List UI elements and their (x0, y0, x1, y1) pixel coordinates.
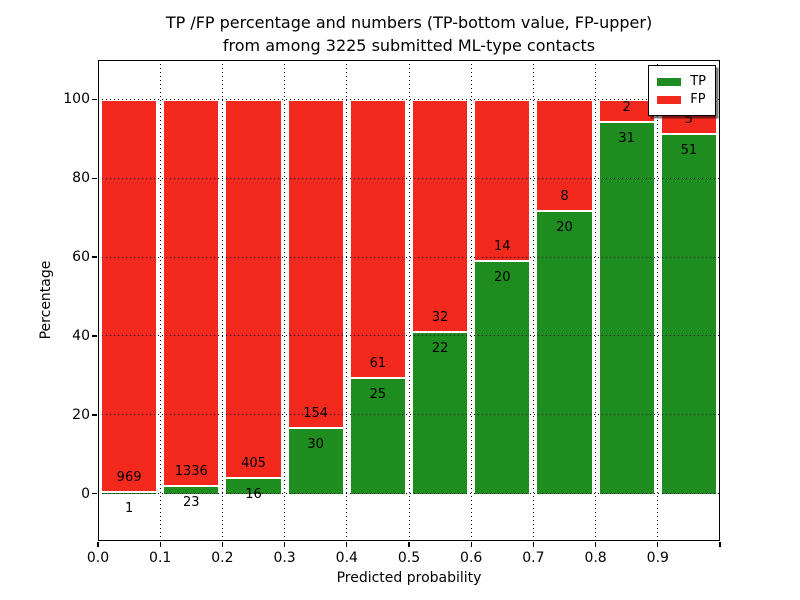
x-gridline (532, 60, 534, 541)
bar-fp-segment (535, 99, 594, 213)
bar-fp-segment (286, 99, 345, 430)
bar-tp-segment (286, 429, 345, 494)
bar-tp-segment (535, 212, 594, 494)
tp-count-label: 1 (124, 501, 134, 517)
x-tick (283, 542, 286, 547)
tp-count-label: 16 (245, 486, 262, 502)
x-gridline (346, 60, 348, 541)
x-gridline (284, 60, 286, 541)
x-axis-label: Predicted probability (336, 570, 482, 586)
x-tick-label: 0.5 (397, 550, 421, 566)
fp-count-label: 2 (622, 100, 631, 116)
y-tick (92, 414, 97, 416)
y-gridline (98, 335, 720, 337)
x-tick (97, 542, 99, 547)
fp-count-label: 8 (560, 189, 569, 205)
tp-count-label: 31 (618, 131, 635, 147)
bar-fp-segment (100, 99, 159, 494)
x-tick-label: 0.3 (273, 550, 296, 566)
y-gridline (98, 414, 720, 416)
tp-count-label: 30 (307, 437, 324, 453)
bar-fp-segment (411, 99, 470, 334)
y-tick-label: 60 (72, 249, 90, 266)
y-tick-label: 20 (72, 406, 90, 423)
bar-fp-segment (473, 99, 532, 262)
fp-count-label: 32 (431, 310, 449, 326)
bar-tp-segment (162, 487, 221, 494)
x-gridline (159, 60, 161, 541)
legend-tp-label: TP (690, 74, 706, 89)
fp-count-label: 14 (494, 238, 511, 254)
y-tick (92, 177, 97, 179)
fp-count-label: 1336 (174, 464, 208, 480)
y-tick (92, 492, 97, 495)
y-gridline (98, 98, 720, 100)
legend-fp-label: FP (690, 92, 706, 107)
bar-tp-segment (659, 134, 718, 494)
tp-count-label: 20 (494, 269, 511, 285)
y-tick-label: 80 (72, 170, 90, 187)
tp-count-label: 22 (431, 341, 449, 357)
y-tick-label: 100 (63, 91, 90, 108)
bar-tp-segment (348, 379, 407, 494)
x-gridline (657, 60, 659, 541)
x-tick-label: 0.6 (460, 550, 483, 566)
x-tick-label: 0.0 (86, 550, 110, 566)
chart-title-line2: from among 3225 submitted ML-type contac… (222, 36, 596, 55)
fp-count-label: 405 (241, 455, 266, 471)
x-tick (470, 542, 472, 547)
y-gridline (98, 256, 720, 258)
x-tick-label: 0.8 (584, 550, 607, 566)
chart-title-line1: TP /FP percentage and numbers (TP-bottom… (165, 13, 653, 32)
y-gridline (98, 177, 720, 179)
x-tick-label: 0.1 (149, 550, 172, 566)
x-tick (159, 542, 161, 547)
y-tick (92, 335, 97, 337)
x-gridline (470, 60, 472, 541)
fp-count-label: 5 (684, 111, 694, 127)
tp-count-label: 51 (680, 142, 698, 158)
y-gridline (98, 493, 720, 495)
x-tick (408, 542, 410, 547)
x-tick (719, 542, 721, 547)
bar-fp-segment (348, 99, 407, 380)
fp-count-label: 969 (116, 470, 142, 486)
bar-tp-segment (473, 261, 532, 494)
legend-entry-tp: TP (657, 74, 706, 89)
x-gridline (221, 60, 223, 541)
fp-count-label: 154 (303, 406, 329, 422)
tp-count-label: 25 (369, 387, 387, 403)
x-tick-label: 0.4 (335, 550, 358, 566)
bar-fp-segment (162, 99, 221, 487)
x-tick-label: 0.9 (646, 550, 669, 566)
plot-area: TP FP 969 1 1336 23 405 16 154 30 61 25 32 22 14 20 8 2… (98, 60, 720, 541)
x-tick (532, 542, 535, 547)
chart-title: TP /FP percentage and numbers (TP-bottom… (98, 11, 720, 57)
tp-count-label: 20 (556, 220, 573, 236)
x-tick (346, 542, 348, 547)
bar-fp-segment (224, 99, 283, 479)
legend-fp-swatch-icon (657, 95, 682, 104)
x-tick (221, 542, 224, 547)
x-tick-label: 0.2 (211, 550, 234, 566)
fp-count-label: 61 (369, 356, 387, 372)
bar-tp-segment (597, 123, 656, 494)
legend: TP FP (648, 65, 716, 116)
x-tick (657, 542, 659, 547)
x-gridline (595, 60, 597, 541)
bar-tp-segment (224, 478, 283, 494)
legend-entry-fp: FP (657, 92, 706, 107)
bar-tp-segment (411, 333, 470, 494)
x-gridline (408, 60, 410, 541)
x-tick-label: 0.7 (522, 550, 545, 566)
y-tick-label: 0 (81, 485, 90, 502)
x-tick (594, 542, 597, 547)
y-tick (92, 98, 97, 101)
axes-frame (98, 60, 720, 541)
y-tick (92, 256, 97, 258)
y-tick-label: 40 (72, 327, 90, 344)
tp-count-label: 23 (183, 495, 200, 511)
legend-tp-swatch-icon (657, 77, 682, 86)
